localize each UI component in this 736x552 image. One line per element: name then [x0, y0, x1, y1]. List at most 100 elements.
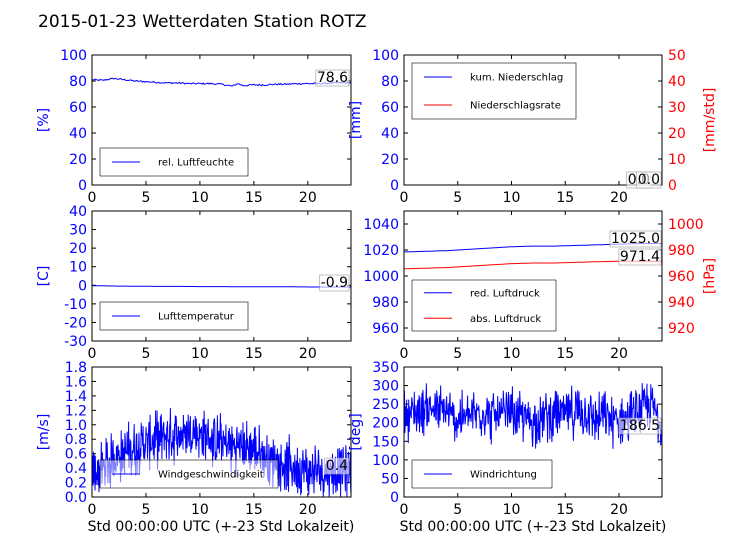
y-tick-label: 0.4 [65, 461, 87, 477]
y-tick-label: 40 [69, 204, 87, 220]
y-tick-label: 60 [69, 100, 87, 116]
y-tick-label: 350 [372, 360, 399, 376]
y-tick-label: 0.8 [65, 432, 87, 448]
y2-tick-label: 940 [668, 295, 695, 311]
annotation-box [618, 248, 662, 266]
y-tick-label: 80 [69, 74, 87, 90]
x-tick-label: 20 [610, 190, 628, 206]
legend-box [411, 279, 557, 332]
panel-windspeed: 0.00.20.40.60.81.01.21.41.61.80 5 10 15 20[m… [36, 360, 352, 518]
y-tick-label: 200 [372, 416, 399, 432]
y-tick-label: 100 [60, 48, 87, 64]
x-axis-label-right: Std 00:00:00 UTC (+-23 Std Lokalzeit) [400, 519, 667, 535]
x-tick-label: 15 [556, 502, 574, 518]
value-annotation: 971.4 [620, 249, 660, 265]
x-tick-label: 0 [400, 346, 409, 362]
y-tick-label: 960 [372, 321, 399, 337]
y-tick-label: 1040 [363, 217, 399, 233]
y2-tick-label: 50 [668, 48, 686, 64]
y-tick-label: 0.6 [65, 447, 87, 463]
legend-label: Windgeschwindigkeit [158, 470, 264, 481]
x-tick-label: 5 [453, 346, 462, 362]
y-tick-label: 0.0 [65, 490, 87, 506]
x-tick-label: 15 [556, 190, 574, 206]
y-axis-label: [deg] [348, 413, 364, 450]
x-tick-label: 20 [299, 346, 317, 362]
x-tick-label: 5 [141, 346, 150, 362]
y-tick-label: 0 [390, 178, 399, 194]
y-tick-label: -10 [64, 297, 87, 313]
legend-label: red. Luftdruck [470, 288, 540, 299]
x-tick-label: 20 [299, 502, 317, 518]
annotation-box [609, 230, 662, 248]
y-tick-label: 20 [69, 241, 87, 257]
value-annotation: 186.5 [620, 418, 660, 434]
y2-tick-label: 20 [668, 126, 686, 142]
legend-label: rel. Luftfeuchte [158, 158, 234, 169]
value-annotation: 78.6 [317, 70, 348, 86]
y-tick-label: 40 [381, 126, 399, 142]
y2-tick-label: 980 [668, 243, 695, 259]
x-tick-label: 20 [299, 190, 317, 206]
panel-temperature: -30 -20 -10 0 10 20 30 40 0 5 10 15 20 [C] Lufttempera… [36, 204, 352, 362]
y-tick-label: 100 [372, 48, 399, 64]
y-tick-label: 0 [78, 178, 87, 194]
x-tick-label: 10 [191, 190, 209, 206]
y2-tick-label: 40 [668, 74, 686, 90]
annotation-box [319, 274, 350, 292]
panel-humidity: 0 20 40 60 80 100 0 5 10 15 20 [%] rel. Luftfeuchte 7… [36, 48, 352, 206]
y-tick-label: 40 [69, 126, 87, 142]
y-tick-label: 50 [381, 471, 399, 487]
y-tick-label: 250 [372, 397, 399, 413]
y-axis-label: [m/s] [36, 414, 52, 451]
y-tick-label: 300 [372, 379, 399, 395]
plot-frame [403, 210, 663, 342]
annotation-box [618, 417, 662, 435]
y-tick-label: 1.4 [65, 389, 87, 405]
y-tick-label: 1.2 [65, 403, 87, 419]
plot-frame [91, 366, 352, 498]
x-axis-label-left: Std 00:00:00 UTC (+-23 Std Lokalzeit) [88, 519, 355, 535]
x-tick-label: 10 [503, 346, 521, 362]
legend-box [411, 62, 577, 120]
panel-pressure: 960 980 1000 1020 1040 920 940 960 980 1000 0 5 10 15… [363, 210, 718, 362]
y2-tick-label: 10 [668, 152, 686, 168]
plot-frame [403, 54, 663, 186]
x-tick-label: 5 [453, 190, 462, 206]
y-tick-label: 0 [78, 278, 87, 294]
legend-label: abs. Luftdruck [470, 314, 541, 325]
x-tick-label: 5 [141, 502, 150, 518]
x-tick-label: 0 [88, 346, 97, 362]
value-annotation: 0.4 [326, 458, 348, 474]
y2-tick-label: 960 [668, 269, 695, 285]
y-tick-label: -30 [64, 334, 87, 350]
legend-label: kum. Niederschlag [470, 73, 563, 84]
value-annotation: 0.0 [638, 172, 660, 188]
y-tick-label: 0.2 [65, 476, 87, 492]
plot-frame [91, 210, 352, 342]
y2-axis-label: [hPa] [702, 258, 718, 294]
legend-label: Lufttemperatur [158, 312, 235, 323]
y-tick-label: 1.6 [65, 374, 87, 390]
y-axis-label: [%] [36, 108, 52, 132]
y-axis-label: [C] [36, 266, 52, 287]
y2-tick-label: 920 [668, 321, 695, 337]
y-tick-label: 10 [69, 260, 87, 276]
annotation-box [324, 457, 350, 475]
y-axis-label: [mm] [348, 101, 364, 139]
legend-label: Niederschlagsrate [470, 101, 561, 112]
y-tick-label: 20 [381, 152, 399, 168]
y-tick-label: 1000 [363, 269, 399, 285]
y2-tick-label: 0 [668, 178, 677, 194]
value-annotation: -0.9 [321, 275, 348, 291]
series-line-0 [403, 383, 663, 449]
y-tick-label: 1020 [363, 243, 399, 259]
y-tick-label: 60 [381, 100, 399, 116]
x-tick-label: 0 [88, 190, 97, 206]
panel-precip: 0 20 40 60 80 100 0 10 20 30 40 50 0 5 10 15 20 [mm] [mm/s… [348, 48, 718, 206]
x-tick-label: 15 [556, 346, 574, 362]
legend-label: Windrichtung [470, 470, 537, 481]
x-tick-label: 15 [245, 502, 263, 518]
